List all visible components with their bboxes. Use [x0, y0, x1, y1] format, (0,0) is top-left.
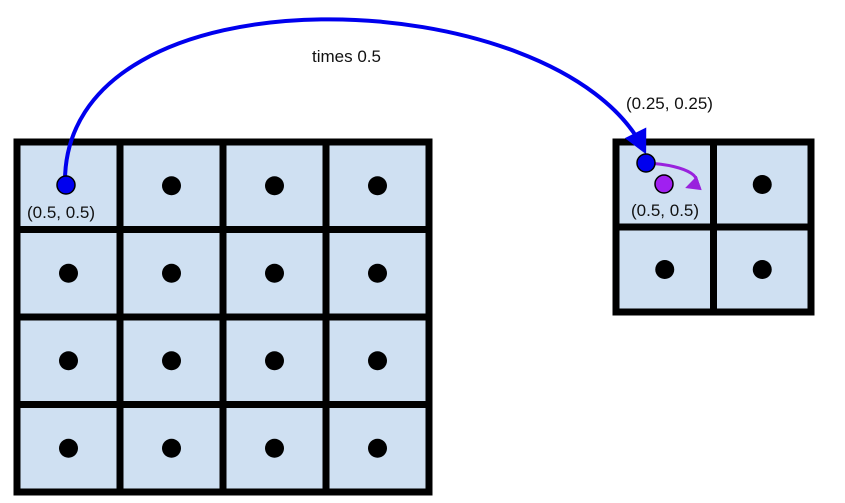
- shifted-point: [654, 174, 674, 194]
- cell-center-dot: [752, 260, 772, 279]
- scale-arrow: [62, 17, 647, 186]
- scale-label: times 0.5: [312, 47, 381, 66]
- mapped-point-label: (0.25, 0.25): [626, 94, 713, 113]
- cell-center-dot: [368, 438, 387, 458]
- source-point-label: (0.5, 0.5): [27, 203, 95, 222]
- cell-center-dot: [655, 260, 675, 279]
- cell-center-dot: [162, 351, 181, 371]
- cell-center-dot: [752, 175, 772, 194]
- shifted-point-label: (0.5, 0.5): [631, 201, 699, 220]
- cell-center-dot: [368, 263, 387, 283]
- cell-center-dot: [162, 176, 181, 196]
- cell-center-dot: [59, 263, 78, 283]
- cell-center-dot: [162, 263, 181, 283]
- cell-center-dot: [162, 438, 181, 458]
- cell-center-dot: [265, 263, 284, 283]
- grid-cell: [116, 313, 227, 408]
- cell-center-dot: [265, 438, 284, 458]
- source-point: [56, 175, 76, 195]
- large-grid: [13, 138, 433, 496]
- cell-center-dot: [368, 351, 387, 371]
- offset-arrow: [645, 161, 702, 191]
- cell-center-dot: [265, 351, 284, 371]
- small-grid: [612, 138, 815, 316]
- cell-center-dot: [265, 176, 284, 196]
- grid-cell: [322, 226, 433, 321]
- cell-center-dot: [59, 438, 78, 458]
- cell-center-dot: [59, 351, 78, 371]
- cell-center-dot: [368, 176, 387, 196]
- mapped-point: [636, 153, 656, 173]
